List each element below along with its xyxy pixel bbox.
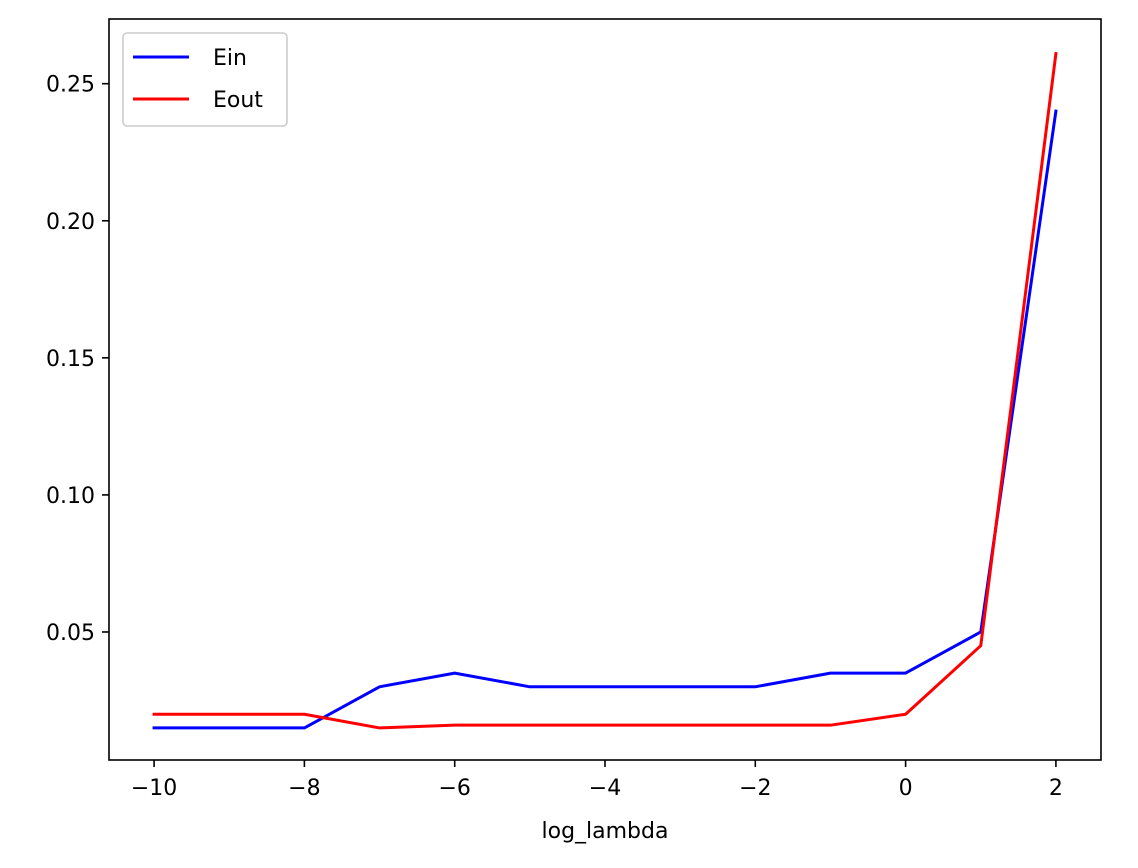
x-tick-label: −8 (288, 776, 320, 801)
series-line-eout (152, 51, 1058, 730)
x-tick-label: −2 (739, 776, 771, 801)
legend-label-eout: Eout (213, 88, 263, 113)
legend: Ein Eout (122, 32, 288, 127)
y-tick-label: 0.20 (46, 210, 95, 235)
x-tick-label: −6 (438, 776, 470, 801)
x-tick-label: 2 (1049, 776, 1063, 801)
y-tick-label: 0.15 (46, 347, 95, 372)
x-tick-label: −10 (131, 776, 177, 801)
x-tick-label: 0 (899, 776, 913, 801)
y-tick-label: 0.05 (46, 621, 95, 646)
y-tick-label: 0.25 (46, 73, 95, 98)
axes-layer: −10 −8 −6 −4 −2 0 2 0.05 0.10 0.15 0.20 0.25 log_lam… (46, 18, 1102, 844)
series-line-ein (152, 109, 1058, 730)
y-tick-label: 0.10 (46, 484, 95, 509)
x-tick-label: −4 (589, 776, 621, 801)
x-axis-title: log_lambda (542, 819, 669, 844)
plot-layer (152, 51, 1058, 730)
legend-label-ein: Ein (213, 46, 247, 71)
